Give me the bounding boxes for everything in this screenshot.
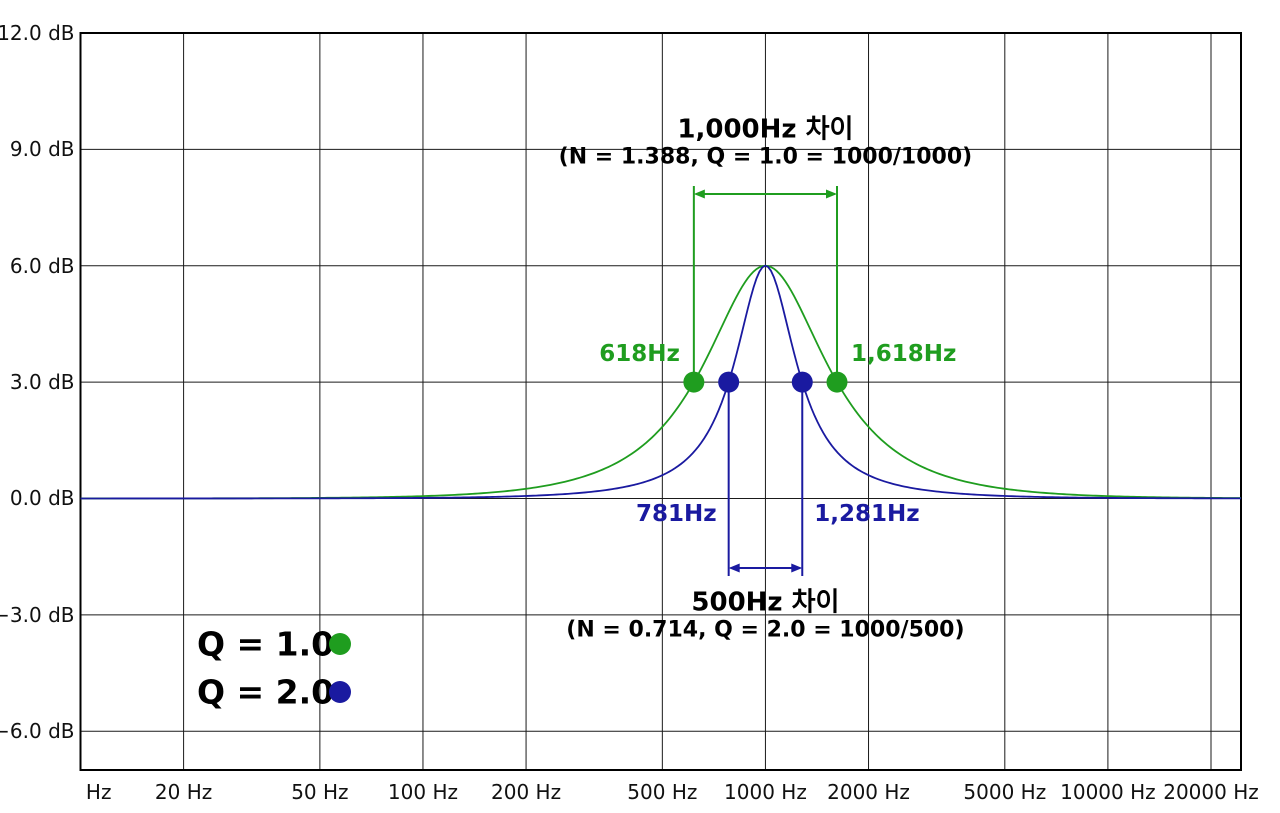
legend-swatch-q1-dot <box>329 633 351 655</box>
y-tick-label: 9.0 dB <box>9 137 75 162</box>
y-tick-label: 3.0 dB <box>9 370 75 395</box>
x-tick-label: 1000 Hz <box>724 780 807 804</box>
annotation-q1-bandwidth-formula: (N = 1.388, Q = 1.0 = 1000/1000) <box>558 144 973 170</box>
y-tick-label: 12.0 dB <box>0 21 75 45</box>
x-tick-label: 50 Hz <box>291 780 349 804</box>
marker-dot-q2-781 <box>718 371 740 393</box>
q2-bandwidth-arrow-head-right <box>791 563 803 573</box>
freq-label-1618hz: 1,618Hz <box>851 341 957 367</box>
legend-swatch-q2-dot <box>329 681 351 703</box>
legend-label-q1: Q = 1.0 <box>197 624 335 664</box>
x-tick-label: 20000 Hz <box>1163 780 1259 804</box>
x-tick-label: 20 Hz <box>154 780 213 804</box>
annotation-q2-bandwidth-title: 500Hz 차이 <box>691 587 840 618</box>
x-tick-label: Hz <box>85 780 112 804</box>
freq-label-781hz: 781Hz <box>636 501 717 527</box>
y-tick-label: 0.0 dB <box>9 486 75 511</box>
y-tick-label: −6.0 dB <box>0 719 75 744</box>
x-tick-label: 10000 Hz <box>1060 780 1156 804</box>
x-tick-label: 5000 Hz <box>963 780 1047 804</box>
y-tick-label: −3.0 dB <box>0 602 75 627</box>
legend-label-q2: Q = 2.0 <box>197 672 335 712</box>
plot-border <box>79 32 1242 771</box>
q2-bandwidth-arrow-head-left <box>728 563 740 573</box>
marker-dot-q1-618 <box>683 371 705 393</box>
y-tick-label: 6.0 dB <box>9 253 75 278</box>
freq-label-1281hz: 1,281Hz <box>814 501 920 527</box>
x-tick-label: 100 Hz <box>387 780 458 804</box>
x-tick-label: 200 Hz <box>491 780 562 804</box>
annotation-q1-bandwidth-title: 1,000Hz 차이 <box>677 114 854 145</box>
x-tick-label: 2000 Hz <box>827 780 910 804</box>
annotation-q2-bandwidth-formula: (N = 0.714, Q = 2.0 = 1000/500) <box>566 617 965 643</box>
x-tick-label: 500 Hz <box>627 780 698 804</box>
q1-bandwidth-arrow-head-right <box>826 189 838 199</box>
marker-dot-q2-1281 <box>791 371 813 393</box>
marker-dot-q1-1618 <box>826 371 848 393</box>
freq-label-618hz: 618Hz <box>599 341 680 367</box>
curve-q2 <box>80 264 1242 500</box>
q1-bandwidth-arrow-head-left <box>693 189 705 199</box>
